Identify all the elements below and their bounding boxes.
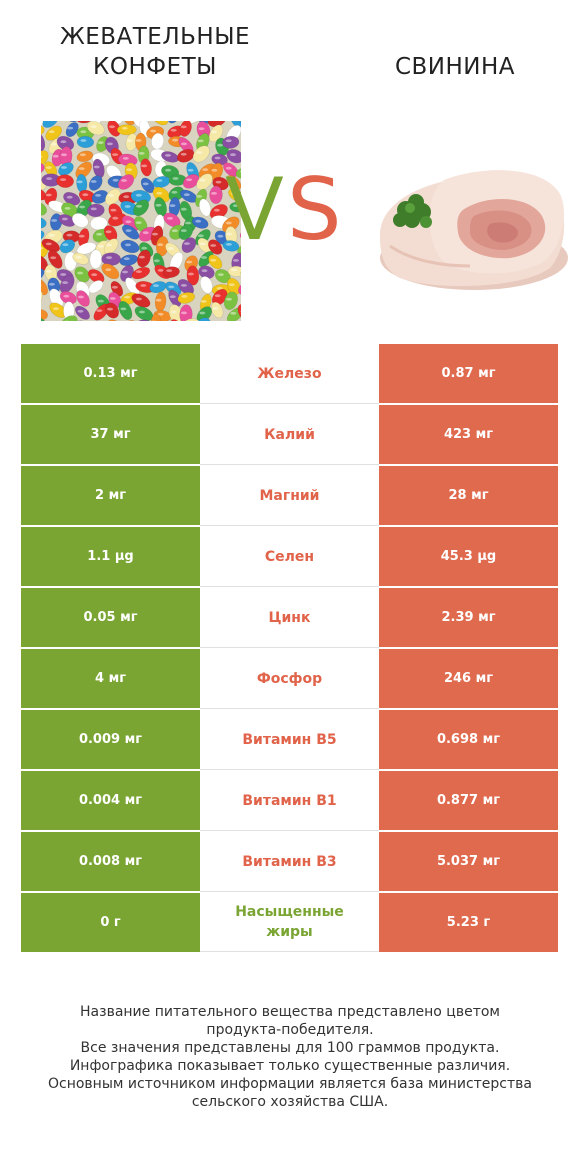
jelly-beans-image xyxy=(41,121,241,321)
footer-line3: Все значения представлены для 100 граммо… xyxy=(80,1040,500,1056)
left-value: 1.1 µg xyxy=(21,527,200,586)
footer-line6: сельского хозяйства США. xyxy=(191,1094,389,1110)
left-product-title-line2: КОНФЕТЫ xyxy=(93,54,217,80)
table-row: 0.008 мг Витамин B3 5.037 мг xyxy=(21,832,558,893)
table-row: 37 мг Калий 423 мг xyxy=(21,405,558,466)
left-value: 0.008 мг xyxy=(21,832,200,891)
nutrient-name: Витамин B3 xyxy=(200,832,379,892)
right-value: 28 мг xyxy=(379,466,558,525)
parsley-garnish xyxy=(393,194,432,228)
table-row: 0.009 мг Витамин B5 0.698 мг xyxy=(21,710,558,771)
pork-image xyxy=(379,170,568,290)
table-row: 0 г Насыщенные жиры 5.23 г xyxy=(21,893,558,954)
left-value: 0.004 мг xyxy=(21,771,200,830)
left-value: 2 мг xyxy=(21,466,200,525)
nutrient-name: Фосфор xyxy=(200,649,379,709)
left-value: 0.009 мг xyxy=(21,710,200,769)
nutrient-name: Железо xyxy=(200,344,379,404)
left-value: 0 г xyxy=(21,893,200,952)
left-product-title: ЖЕВАТЕЛЬНЫЕ КОНФЕТЫ xyxy=(40,22,270,82)
left-value: 37 мг xyxy=(21,405,200,464)
comparison-table: 0.13 мг Железо 0.87 мг 37 мг Калий 423 мг 2 мг… xyxy=(21,344,558,954)
vs-label: V S xyxy=(225,160,355,260)
right-value: 423 мг xyxy=(379,405,558,464)
footer-line2: продукта-победителя. xyxy=(206,1022,374,1038)
table-row: 0.13 мг Железо 0.87 мг xyxy=(21,344,558,405)
nutrient-name: Цинк xyxy=(200,588,379,648)
right-value: 2.39 мг xyxy=(379,588,558,647)
nutrient-name: Магний xyxy=(200,466,379,526)
nutrient-name: Селен xyxy=(200,527,379,587)
left-product-title-line1: ЖЕВАТЕЛЬНЫЕ xyxy=(59,24,251,50)
right-value: 246 мг xyxy=(379,649,558,708)
right-value: 5.037 мг xyxy=(379,832,558,891)
left-value: 0.05 мг xyxy=(21,588,200,647)
right-value: 45.3 µg xyxy=(379,527,558,586)
table-row: 1.1 µg Селен 45.3 µg xyxy=(21,527,558,588)
table-row: 2 мг Магний 28 мг xyxy=(21,466,558,527)
left-value: 0.13 мг xyxy=(21,344,200,403)
left-value: 4 мг xyxy=(21,649,200,708)
footer-note: Название питательного вещества представл… xyxy=(20,1003,560,1111)
vs-letter-s: S xyxy=(287,160,342,260)
table-row: 0.05 мг Цинк 2.39 мг xyxy=(21,588,558,649)
table-row: 0.004 мг Витамин B1 0.877 мг xyxy=(21,771,558,832)
footer-line5: Основным источником информации является … xyxy=(48,1076,532,1092)
vs-letter-v: V xyxy=(225,160,284,260)
footer-line1: Название питательного вещества представл… xyxy=(80,1004,500,1020)
nutrient-name: Калий xyxy=(200,405,379,465)
right-value: 0.877 мг xyxy=(379,771,558,830)
right-value: 5.23 г xyxy=(379,893,558,952)
nutrient-name: Витамин B5 xyxy=(200,710,379,770)
table-row: 4 мг Фосфор 246 мг xyxy=(21,649,558,710)
footer-line4: Инфографика показывает только существенн… xyxy=(69,1058,511,1074)
right-product-title: СВИНИНА xyxy=(394,54,516,80)
right-value: 0.87 мг xyxy=(379,344,558,403)
nutrient-name: Витамин B1 xyxy=(200,771,379,831)
nutrient-name: Насыщенные жиры xyxy=(200,893,379,952)
right-value: 0.698 мг xyxy=(379,710,558,769)
